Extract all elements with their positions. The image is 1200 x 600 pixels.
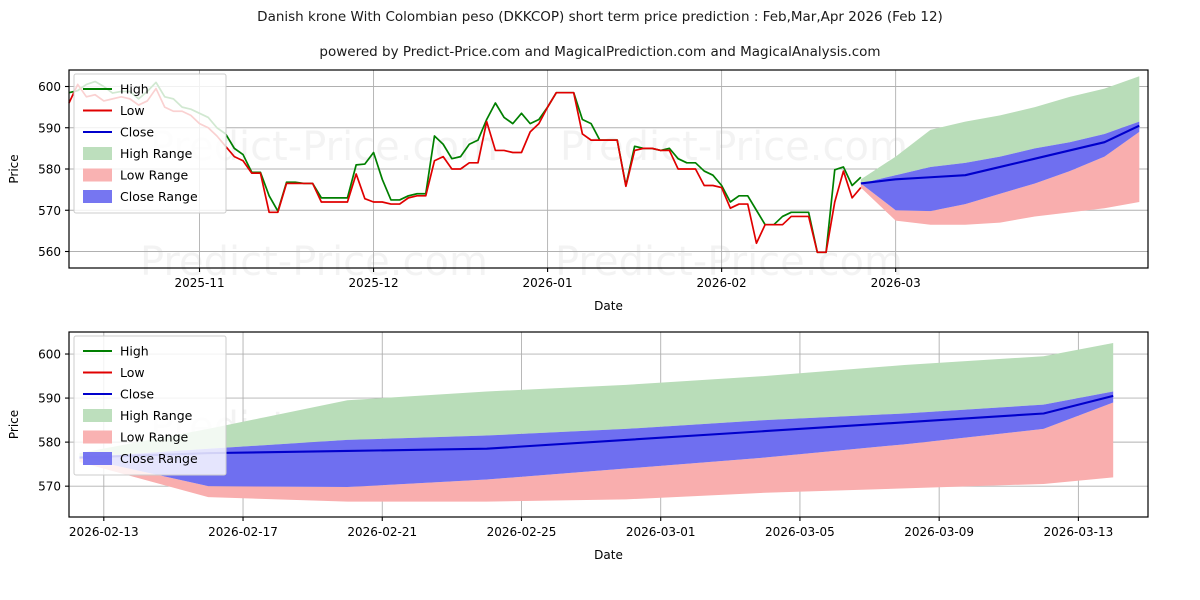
watermark: Predict-Price.com (555, 239, 903, 285)
high-range-band (860, 76, 1140, 184)
x-axis: 2026-02-13 2026-02-17 2026-02-21 2026-02-25… (69, 517, 1113, 539)
y-tick-label: 570 (38, 204, 61, 218)
watermark: Predict-Price.com (140, 239, 488, 285)
series-line-close (79, 394, 1114, 459)
y-tick-label: 600 (38, 80, 61, 94)
legend-swatch-patch (83, 168, 112, 182)
y-axis: 560 570 580 590 600 (38, 80, 69, 259)
low-range-band (860, 131, 1140, 225)
watermark: Predict-Price.com (560, 124, 908, 170)
legend-swatch-patch (83, 430, 112, 444)
close-range-band (79, 391, 1114, 488)
y-tick-label: 590 (38, 392, 61, 406)
series-line-close (860, 124, 1140, 185)
y-tick-label: 580 (38, 163, 61, 177)
x-axis-label: Date (594, 548, 623, 562)
x-tick-label: 2026-03-13 (1044, 525, 1114, 539)
x-tick-label: 2026-02-21 (347, 525, 417, 539)
legend-label: High (120, 82, 149, 97)
legend-swatch-patch (83, 147, 112, 160)
x-tick-label: 2025-12 (348, 276, 398, 290)
x-tick-label: 2025-11 (174, 276, 224, 290)
y-tick-label: 570 (38, 480, 61, 494)
legend-label: Low Range (120, 430, 189, 445)
y-tick-label: 590 (38, 121, 61, 135)
legend-label: Close (120, 387, 154, 402)
legend-swatch-patch (83, 452, 112, 465)
high-range-band (79, 343, 1114, 458)
x-tick-label: 2026-03-01 (626, 525, 696, 539)
x-tick-label: 2026-02-25 (487, 525, 557, 539)
y-axis: 570 580 590 600 (38, 348, 69, 494)
x-tick-label: 2026-03-09 (904, 525, 974, 539)
x-axis: 2025-11 2025-12 2026-01 2026-02 2026-03 (174, 268, 921, 290)
x-tick-label: 2026-01 (523, 276, 573, 290)
plot-frame (68, 331, 1149, 518)
y-axis-label: Price (7, 154, 21, 183)
chart-subtitle: powered by Predict-Price.com and Magical… (319, 44, 881, 60)
legend-label: Close Range (120, 451, 198, 466)
legend: High Low Close High Range Low Range Close Ran… (73, 335, 227, 476)
legend: High Low Close High Range Low Range Close Ran… (73, 73, 227, 214)
bottom-chart: Predict-Price.comPredict-Price.com570580… (7, 331, 1149, 562)
y-tick-label: 580 (38, 436, 61, 450)
y-tick-label: 600 (38, 348, 61, 362)
legend-swatch-patch (83, 190, 112, 203)
y-tick-label: 560 (38, 245, 61, 259)
legend-label: High (120, 344, 149, 359)
x-tick-label: 2026-02-13 (69, 525, 139, 539)
legend-label: Close Range (120, 189, 198, 204)
x-tick-label: 2026-02 (697, 276, 747, 290)
legend-label: Close (120, 125, 154, 140)
watermark-group: Predict-Price.com Predict-Price.com Predic… (140, 124, 908, 285)
y-axis-label: Price (7, 410, 21, 439)
page-title: Danish krone With Colombian peso (DKKCOP… (257, 9, 943, 25)
legend-swatch-patch (83, 409, 112, 422)
x-axis-label: Date (594, 299, 623, 313)
legend-label: Low (120, 365, 145, 380)
legend-label: Low (120, 103, 145, 118)
legend-label: High Range (120, 146, 193, 161)
legend-label: Low Range (120, 168, 189, 183)
x-tick-label: 2026-03-05 (765, 525, 835, 539)
top-chart: Predict-Price.com Predict-Price.com Predic… (7, 69, 1149, 313)
low-range-band (79, 402, 1114, 502)
x-tick-label: 2026-02-17 (208, 525, 278, 539)
legend-label: High Range (120, 408, 193, 423)
x-tick-label: 2026-03 (871, 276, 921, 290)
